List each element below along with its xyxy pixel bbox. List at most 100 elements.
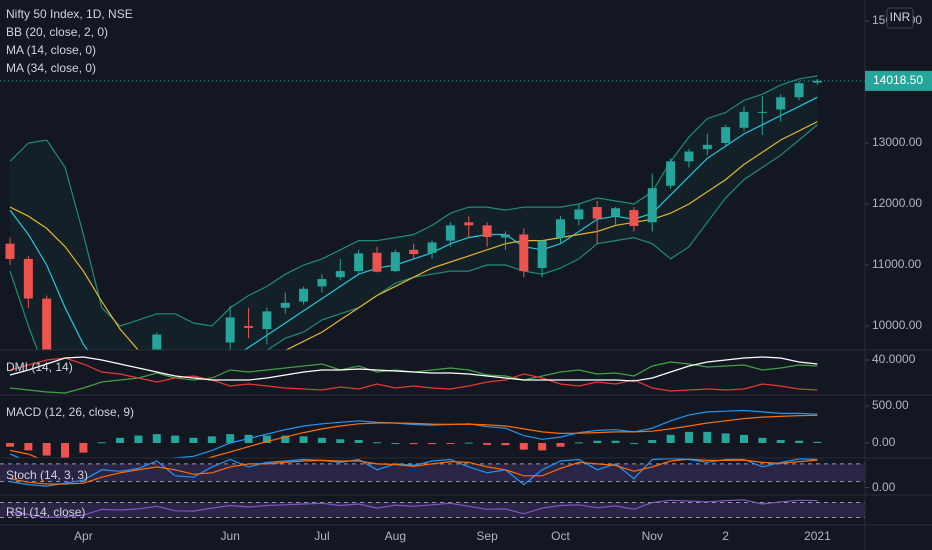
x-tick-label: 2 (722, 529, 729, 543)
candle-body (354, 253, 364, 272)
band-background (0, 463, 865, 482)
histogram-bar (152, 434, 161, 443)
histogram-bar (446, 442, 455, 444)
chart-title: Nifty 50 Index, 1D, NSE (6, 7, 133, 21)
candle-body (500, 234, 510, 238)
candle-body (5, 243, 15, 259)
candle-body (335, 271, 345, 278)
candle-body (390, 252, 400, 272)
legend-entry: BB (20, close, 2, 0) (6, 25, 108, 39)
indicator-line (9, 458, 818, 485)
histogram-bar (556, 442, 565, 447)
last-price-label: 14018.50 (873, 73, 923, 87)
histogram-bar (684, 431, 693, 443)
histogram-bar (795, 440, 804, 443)
band-upper (9, 75, 818, 327)
candle-body (299, 288, 309, 302)
candle-body (445, 225, 455, 241)
x-tick-label: Oct (551, 529, 570, 543)
histogram-bar (373, 442, 381, 444)
histogram-bar (116, 437, 125, 443)
candle-body (647, 188, 657, 223)
histogram-bar (483, 442, 492, 445)
x-tick-label: Nov (642, 529, 663, 543)
histogram-bar (79, 442, 88, 453)
moving-average (9, 121, 818, 350)
x-tick-label: Aug (385, 529, 406, 543)
candle-body (464, 222, 474, 226)
candle-body (427, 242, 437, 253)
candle-body (776, 97, 786, 110)
panel-title: RSI (14, close) (6, 505, 85, 519)
histogram-bar (171, 435, 180, 443)
candle-body (42, 298, 52, 350)
candle-body (592, 207, 602, 219)
histogram-bar (721, 433, 730, 443)
histogram-bar (813, 441, 822, 443)
panel (0, 458, 865, 487)
y-tick-label: 0.00 (872, 480, 896, 494)
candle-body (794, 83, 804, 98)
histogram-bar (42, 442, 51, 456)
legend-entry: MA (14, close, 0) (6, 43, 96, 57)
x-tick-label: Apr (74, 529, 93, 543)
y-tick-label: 13000.00 (872, 135, 922, 149)
histogram-bar (519, 442, 528, 450)
candle-body (812, 80, 822, 83)
histogram-bar (207, 436, 216, 443)
currency[interactable]: INR (890, 10, 911, 24)
y-tick-label: 11000.00 (872, 257, 921, 271)
last-price-box (865, 70, 932, 91)
histogram-bar (6, 442, 14, 447)
candle-body (225, 317, 235, 343)
histogram-bar (740, 434, 748, 443)
histogram-bar (226, 434, 235, 443)
histogram-bar (574, 442, 583, 444)
histogram-bar (428, 442, 437, 445)
histogram-bar (317, 437, 326, 443)
candle-body (721, 127, 731, 144)
histogram-bar (134, 435, 143, 443)
candle-body (739, 111, 749, 128)
histogram-bar (648, 440, 657, 443)
histogram-bar (262, 435, 271, 443)
x-tick-label: Jul (314, 529, 329, 543)
histogram-bar (61, 442, 70, 458)
histogram-bar (391, 442, 400, 444)
currency-box[interactable]: INR (886, 7, 914, 29)
y-tick-label: 500.00 (872, 398, 909, 412)
histogram-bar (611, 440, 620, 443)
candle-body (574, 209, 584, 220)
indicator-line (9, 414, 818, 458)
candle-body (757, 111, 767, 113)
candle-body (152, 334, 162, 350)
x-tick-label: Sep (476, 529, 498, 543)
histogram-bar (593, 440, 602, 443)
histogram-bar (336, 439, 345, 443)
candle-body (23, 258, 33, 299)
candle-body (372, 252, 382, 272)
y-tick-label: 0.00 (872, 435, 896, 449)
histogram-bar (24, 442, 33, 451)
indicator-line (9, 499, 818, 519)
y-tick-label: 10000.00 (872, 318, 922, 332)
panel (9, 356, 818, 394)
histogram-bar (666, 434, 675, 443)
histogram-bar (758, 437, 767, 443)
candle-body (262, 311, 272, 330)
plots (0, 75, 865, 519)
candle-body (629, 210, 639, 226)
band-background (0, 502, 865, 518)
histogram-bar (538, 442, 547, 451)
histogram-bar (409, 442, 418, 445)
candle-body (519, 234, 529, 272)
panel-title: DMI (14, 14) (6, 360, 73, 374)
currency-frame[interactable] (886, 7, 914, 29)
histogram-bar (464, 442, 473, 444)
histogram-bar (281, 435, 290, 443)
indicator-line (9, 357, 818, 392)
histogram-bar (776, 440, 785, 443)
x-tick-label: 2021 (804, 529, 831, 543)
